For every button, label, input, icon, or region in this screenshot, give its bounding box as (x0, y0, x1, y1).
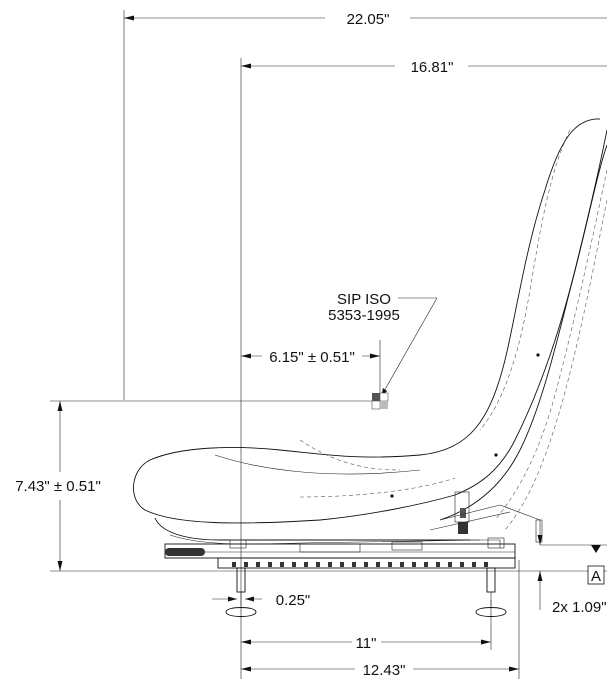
dimension-sip-height: 7.43" ± 0.51" (15, 401, 101, 571)
datum-a-symbol: A (587, 545, 605, 585)
sip-marker-icon (371, 392, 389, 410)
overall-width-label: 22.05" (347, 11, 390, 28)
extension-lines (50, 10, 607, 679)
dimension-mount-spacing: 11" (241, 635, 491, 652)
back-to-front-label: 16.81" (411, 59, 454, 76)
foot-height-label: 2x 1.09" (552, 599, 607, 616)
sip-height-label: 7.43" ± 0.51" (15, 478, 101, 495)
dimension-sip-offset: 6.15" ± 0.51" (241, 340, 381, 393)
rail-teeth (232, 562, 488, 567)
seat-outline (133, 118, 607, 545)
dimension-back-to-front: 16.81" (241, 59, 607, 76)
dimension-foot-height: 2x 1.09" (537, 520, 607, 616)
sip-offset-label: 6.15" ± 0.51" (269, 349, 355, 366)
seat-bracket-hardware (429, 491, 543, 548)
sip-annotation: SIP ISO 5353-1995 (328, 291, 438, 398)
mounting-stud-front (225, 567, 257, 617)
dimension-overall-width: 22.05" (124, 11, 607, 28)
mount-spacing-label: 11" (356, 635, 377, 652)
slide-rail (164, 537, 516, 569)
dimension-base-length: 12.43" (241, 662, 519, 679)
sip-label-line2: 5353-1995 (328, 307, 400, 324)
base-length-label: 12.43" (363, 662, 406, 679)
sip-label-line1: SIP ISO (337, 291, 391, 308)
rail-width-label: 0.25" (276, 592, 311, 609)
mounting-stud-rear (475, 567, 507, 617)
dimension-rail-width: 0.25" (212, 592, 310, 609)
datum-label: A (591, 568, 601, 585)
